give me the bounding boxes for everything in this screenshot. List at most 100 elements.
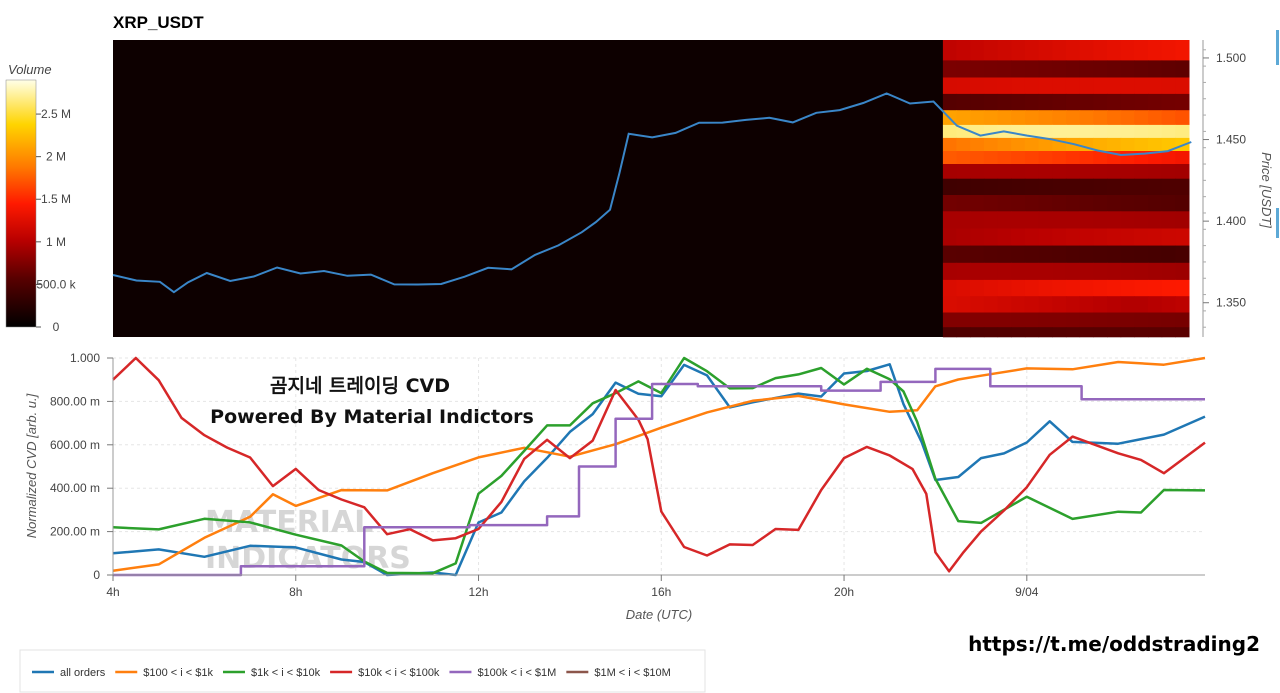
- heatmap-cell: [1011, 195, 1026, 212]
- heatmap-cell: [1065, 211, 1081, 229]
- heatmap-cell: [983, 164, 999, 179]
- heatmap-cell: [1038, 228, 1053, 246]
- heatmap-cell: [1052, 262, 1067, 281]
- heatmap-cell: [1038, 327, 1053, 338]
- heatmap-cell: [983, 178, 999, 196]
- cvd-x-tick-label: 4h: [106, 585, 119, 599]
- heatmap-cell: [997, 312, 1012, 328]
- heatmap-cell: [1038, 124, 1053, 139]
- heatmap-cell: [1024, 312, 1040, 328]
- heatmap-cell: [1148, 312, 1163, 328]
- heatmap-cell: [1107, 93, 1122, 111]
- heatmap-cell: [1093, 178, 1108, 196]
- heatmap-cell: [1134, 228, 1149, 246]
- cvd-y-tick-label: 0: [93, 568, 100, 582]
- heatmap-cell: [1161, 164, 1176, 179]
- heatmap-cell: [956, 110, 971, 126]
- heatmap-cell: [997, 151, 1012, 165]
- heatmap-cell: [970, 296, 985, 313]
- heatmap-cell: [956, 228, 971, 246]
- legend-label[interactable]: $10k < i < $100k: [358, 667, 440, 679]
- heatmap-cell: [956, 296, 971, 313]
- heatmap-cell: [1065, 279, 1081, 297]
- cvd-x-tick-label: 20h: [834, 585, 854, 599]
- heatmap-cell: [1161, 137, 1176, 152]
- legend-label[interactable]: $100k < i < $1M: [477, 667, 556, 679]
- heatmap-cell: [1079, 77, 1094, 95]
- cvd-background: [113, 358, 1205, 575]
- legend-label[interactable]: $1M < i < $10M: [594, 667, 670, 679]
- heatmap-cell: [1107, 262, 1122, 281]
- heatmap-cell: [1065, 245, 1081, 263]
- price-tick-label: 1.350: [1216, 296, 1246, 310]
- heatmap-cell: [1134, 124, 1149, 139]
- cvd-x-axis-label: Date (UTC): [626, 607, 692, 622]
- heatmap-cell: [1107, 164, 1122, 179]
- cvd-y-tick-label: 400.00 m: [50, 481, 100, 495]
- heatmap-cell: [983, 279, 999, 297]
- heatmap-cell: [1038, 245, 1053, 263]
- heatmap-cell: [1161, 327, 1176, 338]
- heatmap-cell: [1011, 262, 1026, 281]
- heatmap-cell: [1175, 262, 1190, 281]
- heatmap-cell: [1175, 40, 1190, 61]
- heatmap-cell: [942, 60, 958, 78]
- heatmap-cell: [970, 60, 985, 78]
- heatmap-cell: [1052, 279, 1067, 297]
- heatmap-cell: [997, 195, 1012, 212]
- heatmap-cell: [942, 93, 958, 111]
- heatmap-cell: [1134, 312, 1149, 328]
- heatmap-cell: [983, 211, 999, 229]
- heatmap-plot: [112, 40, 1192, 338]
- heatmap-cell: [1175, 178, 1190, 196]
- heatmap-cell: [942, 262, 958, 281]
- heatmap-cell: [956, 195, 971, 212]
- heatmap-cell: [1011, 228, 1026, 246]
- heatmap-cell: [1093, 40, 1108, 61]
- heatmap-cell: [1079, 228, 1094, 246]
- colorbar-tick-label: 1 M: [46, 235, 66, 249]
- heatmap-cell: [970, 262, 985, 281]
- heatmap-cell: [1093, 124, 1108, 139]
- heatmap-cell: [1038, 110, 1053, 126]
- heatmap-cell: [1011, 137, 1026, 152]
- legend-label[interactable]: $1k < i < $10k: [251, 667, 321, 679]
- heatmap-cell: [1024, 195, 1040, 212]
- heatmap-cell: [970, 151, 985, 165]
- heatmap-cell: [970, 40, 985, 61]
- heatmap-cell: [970, 178, 985, 196]
- heatmap-cell: [1065, 110, 1081, 126]
- heatmap-cell: [1175, 211, 1190, 229]
- legend-label[interactable]: $100 < i < $1k: [143, 667, 213, 679]
- heatmap-cell: [1011, 110, 1026, 126]
- overlay-subtitle: Powered By Material Indictors: [210, 406, 534, 428]
- heatmap-cell: [942, 312, 958, 328]
- telegram-link[interactable]: https://t.me/oddstrading2: [968, 632, 1260, 656]
- heatmap-cell: [1134, 296, 1149, 313]
- heatmap-cell: [956, 164, 971, 179]
- heatmap-cell: [956, 327, 971, 338]
- heatmap-cell: [956, 178, 971, 196]
- heatmap-cell: [1079, 40, 1094, 61]
- legend-label[interactable]: all orders: [60, 667, 106, 679]
- heatmap-cell: [1079, 110, 1094, 126]
- heatmap-cell: [1175, 296, 1190, 313]
- heatmap-cell: [983, 262, 999, 281]
- heatmap-cell: [1093, 137, 1108, 152]
- heatmap-cell: [1079, 312, 1094, 328]
- heatmap-cell: [1024, 60, 1040, 78]
- colorbar: Volume 2.5 M 2 M 1.5 M 1 M 500.0 k 0: [5, 62, 77, 334]
- overlay-title: 곰지네 트레이딩 CVD: [270, 375, 450, 397]
- heatmap-cell: [1134, 40, 1149, 61]
- heatmap-cell: [997, 60, 1012, 78]
- heatmap-cell: [1093, 262, 1108, 281]
- heatmap-cell: [1038, 40, 1053, 61]
- heatmap-cell: [1148, 279, 1163, 297]
- heatmap-cell: [1011, 40, 1026, 61]
- price-line: [112, 92, 1192, 294]
- heatmap-cell: [1134, 77, 1149, 95]
- heatmap-cell: [942, 178, 958, 196]
- heatmap-cell: [1065, 312, 1081, 328]
- heatmap-cell: [1024, 296, 1040, 313]
- heatmap-cell: [1052, 124, 1067, 139]
